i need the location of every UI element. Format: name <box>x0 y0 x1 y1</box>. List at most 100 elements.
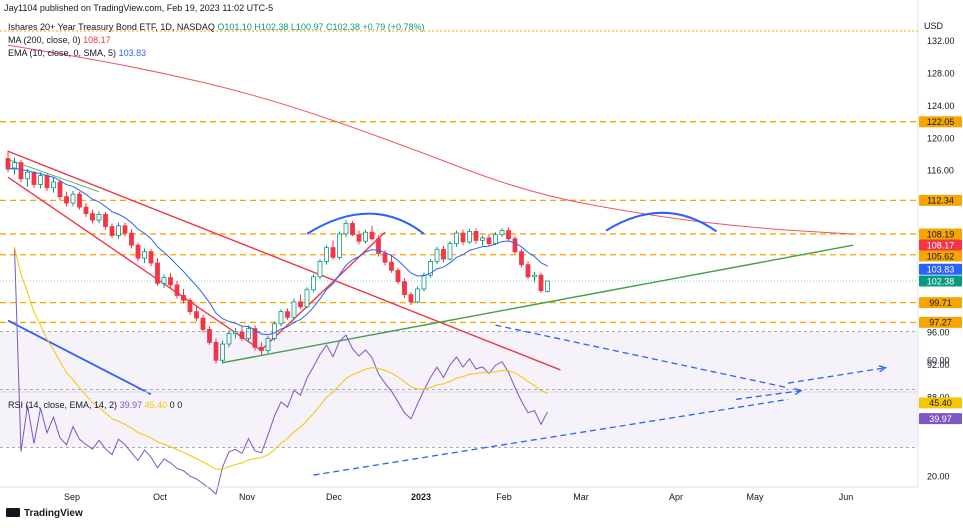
rsi-arrow-1 <box>735 387 803 401</box>
candle-body <box>18 162 24 180</box>
candle-43 <box>285 308 290 320</box>
candle-body <box>545 280 550 292</box>
channel-lower-line <box>7 176 262 352</box>
y-tick-2: 124.00 <box>927 101 955 111</box>
tradingview-watermark[interactable]: TradingView <box>6 508 83 519</box>
candle-32 <box>213 338 219 364</box>
candle-body <box>116 225 121 236</box>
candle-44 <box>291 298 297 321</box>
candle-body <box>181 295 186 301</box>
candle-20 <box>135 242 141 262</box>
candle-body <box>480 237 485 241</box>
candle-body <box>376 238 381 254</box>
candle-body <box>122 225 128 234</box>
candle-body <box>109 226 115 236</box>
candle-body <box>207 329 212 343</box>
price-label-bg <box>919 316 962 328</box>
candle-5 <box>38 172 43 189</box>
candle-body <box>298 301 303 308</box>
candle-51 <box>337 231 342 260</box>
rsi-legend[interactable]: RSI (14, close, EMA, 14, 2) 39.97 45.40 … <box>8 400 182 410</box>
candle-body <box>382 252 388 263</box>
candle-body <box>83 206 89 215</box>
candle-39 <box>259 342 264 355</box>
price-label-level-7: 99.71 <box>919 297 962 309</box>
ohlc-values: O101.10 H102.38 L100.97 C102.38 +0.79 (+… <box>217 22 425 32</box>
candle-body <box>317 261 323 278</box>
y-tick-4: 116.00 <box>927 166 954 176</box>
price-label-level-8: 97.27 <box>919 316 962 328</box>
x-tick-9: Jun <box>839 492 854 502</box>
candle-body <box>512 238 518 253</box>
symbol-legend[interactable]: Ishares 20+ Year Treasury Bond ETF, 1D, … <box>8 22 425 32</box>
candle-61 <box>402 278 407 298</box>
x-tick-7: Apr <box>669 492 683 502</box>
candle-body <box>395 269 401 283</box>
candle-53 <box>350 220 355 237</box>
candle-33 <box>220 340 225 364</box>
ema10-line <box>7 167 548 336</box>
price-label-text: 99.71 <box>929 298 952 308</box>
candle-body <box>467 231 472 243</box>
candle-17 <box>116 222 121 239</box>
symbol-name: Ishares 20+ Year Treasury Bond ETF, 1D, … <box>8 22 215 32</box>
candle-59 <box>389 254 394 273</box>
candle-49 <box>324 245 329 265</box>
candle-9 <box>64 191 69 207</box>
candle-body <box>350 222 355 236</box>
rsi-arrow-shaft <box>735 390 802 401</box>
y-tick-0: 132.00 <box>927 36 955 46</box>
ema-legend[interactable]: EMA (10, close, 0, SMA, 5) 103.83 <box>8 48 146 58</box>
candle-body <box>70 193 76 204</box>
candle-body <box>473 231 479 241</box>
candle-body <box>142 251 147 259</box>
x-tick-5: Feb <box>496 492 512 502</box>
candle-11 <box>77 191 82 210</box>
price-label-level-4: 105.62 <box>919 250 962 262</box>
candle-40 <box>265 335 271 353</box>
candle-67 <box>441 246 446 263</box>
candle-18 <box>122 222 128 237</box>
candle-body <box>330 247 336 258</box>
horizontal-levels <box>0 30 918 324</box>
candle-body <box>51 181 56 189</box>
candle-body <box>148 251 154 264</box>
ma-legend[interactable]: MA (200, close, 0) 108.17 <box>8 35 111 45</box>
price-label-text: 112.34 <box>927 196 954 206</box>
candle-body <box>31 171 37 185</box>
rsi-label-text: 45.40 <box>929 398 952 408</box>
candle-body <box>103 214 108 227</box>
rsi-label: RSI (14, close, EMA, 14, 2) <box>8 400 118 410</box>
candle-body <box>428 261 433 276</box>
candle-60 <box>395 267 401 285</box>
ema-value: 103.83 <box>118 48 147 58</box>
candle-body <box>155 262 160 284</box>
price-label-bg <box>919 275 962 287</box>
candle-body <box>311 276 316 291</box>
rsi-pane <box>0 247 918 495</box>
candle-72 <box>473 228 479 244</box>
rsi-value: 39.97 <box>119 400 143 410</box>
price-label-text: 103.83 <box>927 265 955 275</box>
ma200-layer <box>7 44 854 235</box>
candle-body <box>493 234 498 245</box>
candle-3 <box>25 169 30 187</box>
rsi-y-tick-2: 20.00 <box>927 472 950 482</box>
candle-body <box>408 294 414 303</box>
candle-body <box>77 193 82 208</box>
y-tick-6: 92.00 <box>927 360 950 370</box>
candle-69 <box>454 230 459 247</box>
price-label-text: 122.05 <box>927 117 955 127</box>
arrow-head-icon <box>878 365 887 373</box>
rsi-label-text: 39.97 <box>929 414 952 424</box>
candle-76 <box>499 228 505 238</box>
candle-body <box>90 213 95 221</box>
candle-body <box>246 328 251 339</box>
blue-down-line <box>7 319 152 396</box>
candle-body <box>129 232 134 246</box>
x-tick-2: Nov <box>239 492 256 502</box>
ema10-layer <box>7 167 548 336</box>
candle-body <box>220 343 225 361</box>
candle-83 <box>545 280 550 293</box>
price-label-level-2: 108.19 <box>919 228 962 240</box>
